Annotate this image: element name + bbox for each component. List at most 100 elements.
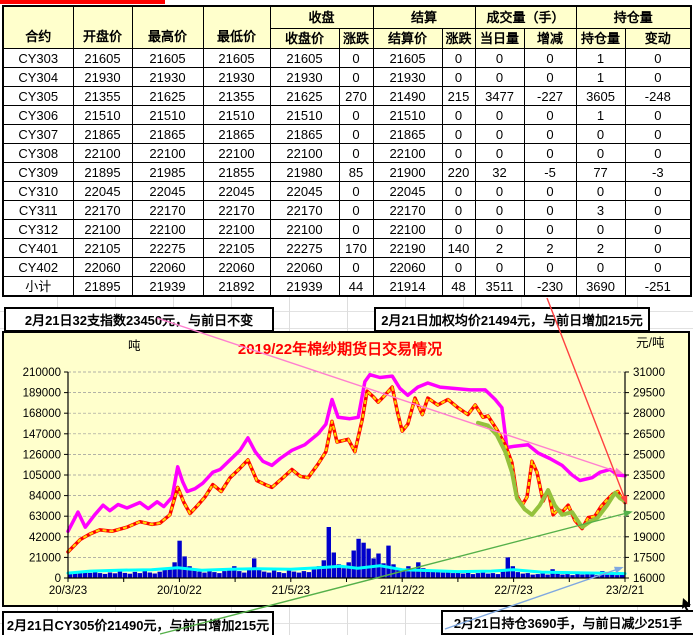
cell-CY304-col0[interactable]: CY304 bbox=[2, 67, 74, 87]
cell-CY401-col4[interactable]: 22275 bbox=[269, 238, 340, 258]
cell-CY305-col5[interactable]: 270 bbox=[338, 86, 374, 106]
col-header-涨跌[interactable]: 涨跌 bbox=[338, 28, 374, 49]
cell-CY308-col8[interactable]: 0 bbox=[474, 143, 525, 163]
cell-CY305-col10[interactable]: 3605 bbox=[575, 86, 626, 106]
cell-CY304-col5[interactable]: 0 bbox=[338, 67, 374, 87]
cell-CY310-col9[interactable]: 0 bbox=[523, 181, 577, 201]
cell-CY304-col4[interactable]: 21930 bbox=[269, 67, 340, 87]
cell-CY309-col10[interactable]: 77 bbox=[575, 162, 626, 182]
cell-CY309-col0[interactable]: CY309 bbox=[2, 162, 74, 182]
cell-CY312-col8[interactable]: 0 bbox=[474, 219, 525, 239]
cell-CY309-col5[interactable]: 85 bbox=[338, 162, 374, 182]
cell-CY401-col9[interactable]: 2 bbox=[523, 238, 577, 258]
cell-CY401-col2[interactable]: 22275 bbox=[131, 238, 204, 258]
col-header-收盘价[interactable]: 收盘价 bbox=[269, 28, 340, 49]
cell-CY303-col0[interactable]: CY303 bbox=[2, 48, 74, 68]
cell-CY401-col5[interactable]: 170 bbox=[338, 238, 374, 258]
cell-CY312-col2[interactable]: 22100 bbox=[131, 219, 204, 239]
cell-CY311-col1[interactable]: 22170 bbox=[72, 200, 133, 220]
cell-CY309-col6[interactable]: 21900 bbox=[372, 162, 443, 182]
cell-CY305-col3[interactable]: 21355 bbox=[202, 86, 271, 106]
cell-CY310-col8[interactable]: 0 bbox=[474, 181, 525, 201]
weighted-avg-info-box[interactable]: 2月21日加权均价21494元，与前日增加215元 bbox=[374, 307, 650, 332]
cell-CY401-col0[interactable]: CY401 bbox=[2, 238, 74, 258]
cell-CY305-col4[interactable]: 21625 bbox=[269, 86, 340, 106]
col-header-变动[interactable]: 变动 bbox=[624, 28, 692, 49]
col-header-持仓量[interactable]: 持仓量 bbox=[575, 28, 626, 49]
cell-CY307-col4[interactable]: 21865 bbox=[269, 124, 340, 144]
cell-CY308-col1[interactable]: 22100 bbox=[72, 143, 133, 163]
cell-CY402-col1[interactable]: 22060 bbox=[72, 257, 133, 277]
cell-CY311-col5[interactable]: 0 bbox=[338, 200, 374, 220]
cell-CY311-col6[interactable]: 22170 bbox=[372, 200, 443, 220]
chart-area[interactable] bbox=[2, 331, 690, 607]
cell-CY303-col7[interactable]: 0 bbox=[441, 48, 476, 68]
index-info-box[interactable]: 2月21日32支指数23450元，与前日不变 bbox=[4, 307, 274, 332]
cell-CY307-col0[interactable]: CY307 bbox=[2, 124, 74, 144]
cell-CY304-col7[interactable]: 0 bbox=[441, 67, 476, 87]
cell-CY312-col4[interactable]: 22100 bbox=[269, 219, 340, 239]
cell-CY402-col9[interactable]: 0 bbox=[523, 257, 577, 277]
cell-小计-col5[interactable]: 44 bbox=[338, 276, 374, 297]
cell-CY311-col9[interactable]: 0 bbox=[523, 200, 577, 220]
cell-小计-col11[interactable]: -251 bbox=[624, 276, 692, 297]
cell-CY401-col8[interactable]: 2 bbox=[474, 238, 525, 258]
col-header-涨跌[interactable]: 涨跌 bbox=[441, 28, 476, 49]
cell-CY308-col6[interactable]: 22100 bbox=[372, 143, 443, 163]
cell-CY310-col3[interactable]: 22045 bbox=[202, 181, 271, 201]
cell-CY303-col3[interactable]: 21605 bbox=[202, 48, 271, 68]
cell-CY309-col1[interactable]: 21895 bbox=[72, 162, 133, 182]
cell-CY401-col1[interactable]: 22105 bbox=[72, 238, 133, 258]
cell-CY308-col0[interactable]: CY308 bbox=[2, 143, 74, 163]
cell-CY303-col9[interactable]: 0 bbox=[523, 48, 577, 68]
cell-CY312-col0[interactable]: CY312 bbox=[2, 219, 74, 239]
cell-CY306-col1[interactable]: 21510 bbox=[72, 105, 133, 125]
cell-CY402-col4[interactable]: 22060 bbox=[269, 257, 340, 277]
cell-CY401-col3[interactable]: 22105 bbox=[202, 238, 271, 258]
group-header-收盘[interactable]: 收盘 bbox=[269, 5, 374, 29]
cell-CY307-col11[interactable]: 0 bbox=[624, 124, 692, 144]
cell-CY308-col4[interactable]: 22100 bbox=[269, 143, 340, 163]
cell-CY401-col11[interactable]: 0 bbox=[624, 238, 692, 258]
cell-CY311-col8[interactable]: 0 bbox=[474, 200, 525, 220]
cell-CY304-col6[interactable]: 21930 bbox=[372, 67, 443, 87]
cell-CY303-col4[interactable]: 21605 bbox=[269, 48, 340, 68]
cell-CY308-col10[interactable]: 0 bbox=[575, 143, 626, 163]
cell-CY310-col6[interactable]: 22045 bbox=[372, 181, 443, 201]
cell-CY306-col4[interactable]: 21510 bbox=[269, 105, 340, 125]
cell-CY309-col8[interactable]: 32 bbox=[474, 162, 525, 182]
cell-CY312-col11[interactable]: 0 bbox=[624, 219, 692, 239]
cell-小计-col8[interactable]: 3511 bbox=[474, 276, 525, 297]
cell-CY305-col6[interactable]: 21490 bbox=[372, 86, 443, 106]
cell-CY310-col5[interactable]: 0 bbox=[338, 181, 374, 201]
col-header-开盘价[interactable]: 开盘价 bbox=[72, 5, 133, 49]
cell-CY310-col2[interactable]: 22045 bbox=[131, 181, 204, 201]
col-header-当日量[interactable]: 当日量 bbox=[474, 28, 525, 49]
cell-CY402-col2[interactable]: 22060 bbox=[131, 257, 204, 277]
cell-CY307-col8[interactable]: 0 bbox=[474, 124, 525, 144]
cell-小计-col2[interactable]: 21939 bbox=[131, 276, 204, 297]
cell-CY304-col8[interactable]: 0 bbox=[474, 67, 525, 87]
cell-CY308-col7[interactable]: 0 bbox=[441, 143, 476, 163]
cell-CY312-col10[interactable]: 0 bbox=[575, 219, 626, 239]
cell-CY307-col1[interactable]: 21865 bbox=[72, 124, 133, 144]
cell-CY402-col10[interactable]: 0 bbox=[575, 257, 626, 277]
cell-CY311-col7[interactable]: 0 bbox=[441, 200, 476, 220]
cell-CY310-col0[interactable]: CY310 bbox=[2, 181, 74, 201]
cell-CY402-col0[interactable]: CY402 bbox=[2, 257, 74, 277]
cell-CY309-col7[interactable]: 220 bbox=[441, 162, 476, 182]
cell-CY311-col0[interactable]: CY311 bbox=[2, 200, 74, 220]
col-header-最低价[interactable]: 最低价 bbox=[202, 5, 271, 49]
group-header-成交量（手）[interactable]: 成交量（手） bbox=[474, 5, 577, 29]
cell-CY304-col9[interactable]: 0 bbox=[523, 67, 577, 87]
cell-CY304-col2[interactable]: 21930 bbox=[131, 67, 204, 87]
cell-CY307-col3[interactable]: 21865 bbox=[202, 124, 271, 144]
cell-CY303-col6[interactable]: 21605 bbox=[372, 48, 443, 68]
cell-CY307-col2[interactable]: 21865 bbox=[131, 124, 204, 144]
cell-CY401-col6[interactable]: 22190 bbox=[372, 238, 443, 258]
cell-CY402-col11[interactable]: 0 bbox=[624, 257, 692, 277]
cell-CY310-col10[interactable]: 0 bbox=[575, 181, 626, 201]
cell-CY303-col5[interactable]: 0 bbox=[338, 48, 374, 68]
cell-CY304-col11[interactable]: 0 bbox=[624, 67, 692, 87]
cell-CY303-col11[interactable]: 0 bbox=[624, 48, 692, 68]
